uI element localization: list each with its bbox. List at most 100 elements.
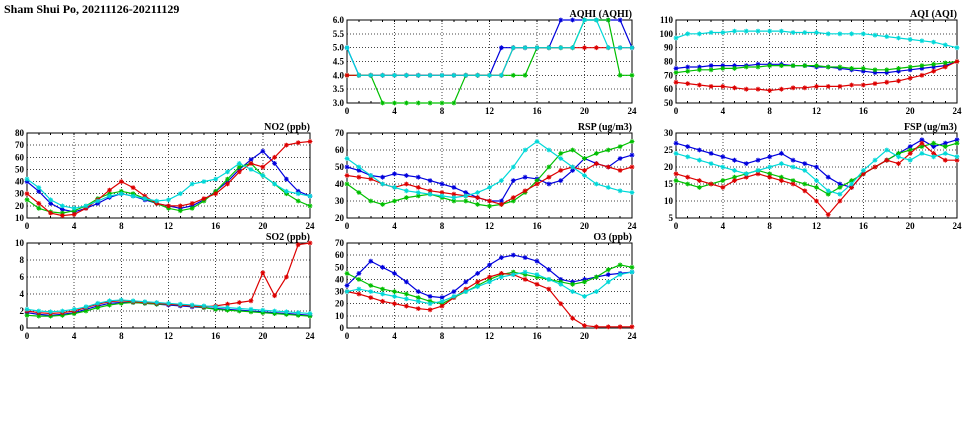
svg-text:6.0: 6.0 [333, 15, 345, 25]
svg-text:40: 40 [335, 274, 345, 284]
svg-text:12: 12 [164, 331, 174, 341]
svg-text:20: 20 [580, 331, 590, 341]
svg-text:0: 0 [345, 221, 350, 231]
svg-text:16: 16 [533, 331, 543, 341]
svg-text:16: 16 [859, 106, 869, 116]
svg-text:20: 20 [258, 221, 268, 231]
chart-rsp: 20 30 40 50 60 70 0 4 8 12 16 20 24 RSP (ug/m3) [321, 121, 637, 233]
svg-text:12: 12 [485, 221, 495, 231]
svg-text:NO2 (ppb): NO2 (ppb) [264, 122, 310, 133]
svg-text:70: 70 [664, 70, 674, 80]
svg-text:20: 20 [664, 162, 674, 172]
svg-text:20: 20 [335, 213, 345, 223]
svg-text:30: 30 [335, 196, 345, 206]
svg-text:5.5: 5.5 [333, 29, 345, 39]
svg-text:70: 70 [15, 140, 25, 150]
svg-text:50: 50 [335, 162, 345, 172]
svg-text:8: 8 [767, 106, 772, 116]
svg-text:16: 16 [533, 106, 543, 116]
svg-text:12: 12 [485, 106, 495, 116]
chart-aqi: 50 60 70 80 90 100 110 0 4 8 12 16 20 24 AQI (AQI) [650, 8, 963, 118]
svg-text:90: 90 [664, 43, 674, 53]
svg-text:8: 8 [440, 221, 445, 231]
svg-text:24: 24 [628, 331, 638, 341]
svg-text:0: 0 [25, 331, 30, 341]
svg-text:4: 4 [392, 106, 397, 116]
svg-text:3.5: 3.5 [333, 84, 345, 94]
svg-text:24: 24 [628, 221, 638, 231]
svg-text:4: 4 [20, 289, 25, 299]
svg-text:24: 24 [953, 106, 963, 116]
svg-text:8: 8 [119, 221, 124, 231]
svg-text:110: 110 [660, 15, 674, 25]
svg-text:24: 24 [306, 331, 316, 341]
svg-text:O3 (ppb): O3 (ppb) [593, 232, 632, 243]
svg-text:RSP (ug/m3): RSP (ug/m3) [578, 122, 632, 133]
svg-text:4.5: 4.5 [333, 57, 345, 67]
svg-text:20: 20 [335, 299, 345, 309]
chart-fsp: 5 10 15 20 25 30 0 4 8 12 16 20 24 FSP (ug/m3) [650, 121, 962, 233]
svg-text:30: 30 [335, 287, 345, 297]
svg-text:16: 16 [533, 221, 543, 231]
svg-text:24: 24 [953, 221, 963, 231]
svg-text:20: 20 [906, 221, 916, 231]
svg-text:0: 0 [674, 106, 679, 116]
svg-text:50: 50 [335, 262, 345, 272]
svg-text:5: 5 [669, 213, 674, 223]
svg-text:24: 24 [628, 106, 638, 116]
svg-text:16: 16 [211, 331, 221, 341]
page-title: Sham Shui Po, 20211126-20211129 [4, 2, 180, 16]
svg-text:60: 60 [664, 84, 674, 94]
svg-text:3.0: 3.0 [333, 98, 345, 108]
svg-text:16: 16 [859, 221, 869, 231]
svg-text:4: 4 [72, 331, 77, 341]
svg-text:10: 10 [335, 311, 345, 321]
svg-text:20: 20 [15, 201, 25, 211]
svg-text:16: 16 [211, 221, 221, 231]
svg-text:60: 60 [335, 250, 345, 260]
svg-text:60: 60 [15, 152, 25, 162]
svg-text:2: 2 [20, 306, 25, 316]
svg-text:10: 10 [15, 213, 25, 223]
svg-text:50: 50 [15, 164, 25, 174]
svg-text:4.0: 4.0 [333, 70, 345, 80]
svg-text:15: 15 [664, 179, 674, 189]
svg-text:100: 100 [660, 29, 674, 39]
svg-text:8: 8 [767, 221, 772, 231]
svg-text:24: 24 [306, 221, 316, 231]
svg-text:30: 30 [15, 189, 25, 199]
svg-text:AQHI (AQHI): AQHI (AQHI) [570, 9, 633, 20]
svg-text:40: 40 [15, 177, 25, 187]
svg-text:70: 70 [335, 238, 345, 248]
svg-text:0: 0 [20, 323, 25, 333]
svg-text:6: 6 [20, 272, 25, 282]
svg-text:40: 40 [335, 179, 345, 189]
svg-text:0: 0 [340, 323, 345, 333]
svg-text:4: 4 [392, 221, 397, 231]
svg-text:0: 0 [674, 221, 679, 231]
svg-text:FSP (ug/m3): FSP (ug/m3) [904, 122, 957, 133]
chart-aqhi: 3.0 3.5 4.0 4.5 5.0 5.5 6.0 0 4 8 12 16 20 24 AQHI (AQ… [321, 8, 637, 118]
svg-text:4: 4 [721, 106, 726, 116]
chart-no2: 10 20 30 40 50 60 70 80 0 4 8 12 16 20 24 NO2 (ppb) [1, 121, 315, 233]
svg-text:0: 0 [25, 221, 30, 231]
chart-so2: 0 2 4 6 8 10 0 4 8 12 16 20 24 SO2 (ppb) [1, 231, 315, 343]
svg-text:10: 10 [15, 238, 25, 248]
svg-text:25: 25 [664, 145, 674, 155]
svg-text:12: 12 [812, 106, 822, 116]
svg-text:50: 50 [664, 98, 674, 108]
svg-text:20: 20 [906, 106, 916, 116]
svg-text:30: 30 [664, 128, 674, 138]
svg-text:20: 20 [258, 331, 268, 341]
svg-text:70: 70 [335, 128, 345, 138]
svg-text:8: 8 [440, 331, 445, 341]
svg-text:80: 80 [664, 57, 674, 67]
svg-text:8: 8 [20, 255, 25, 265]
svg-text:60: 60 [335, 145, 345, 155]
svg-text:4: 4 [721, 221, 726, 231]
svg-text:AQI (AQI): AQI (AQI) [910, 9, 957, 20]
svg-text:SO2 (ppb): SO2 (ppb) [266, 232, 310, 243]
svg-text:5.0: 5.0 [333, 43, 345, 53]
svg-text:8: 8 [119, 331, 124, 341]
